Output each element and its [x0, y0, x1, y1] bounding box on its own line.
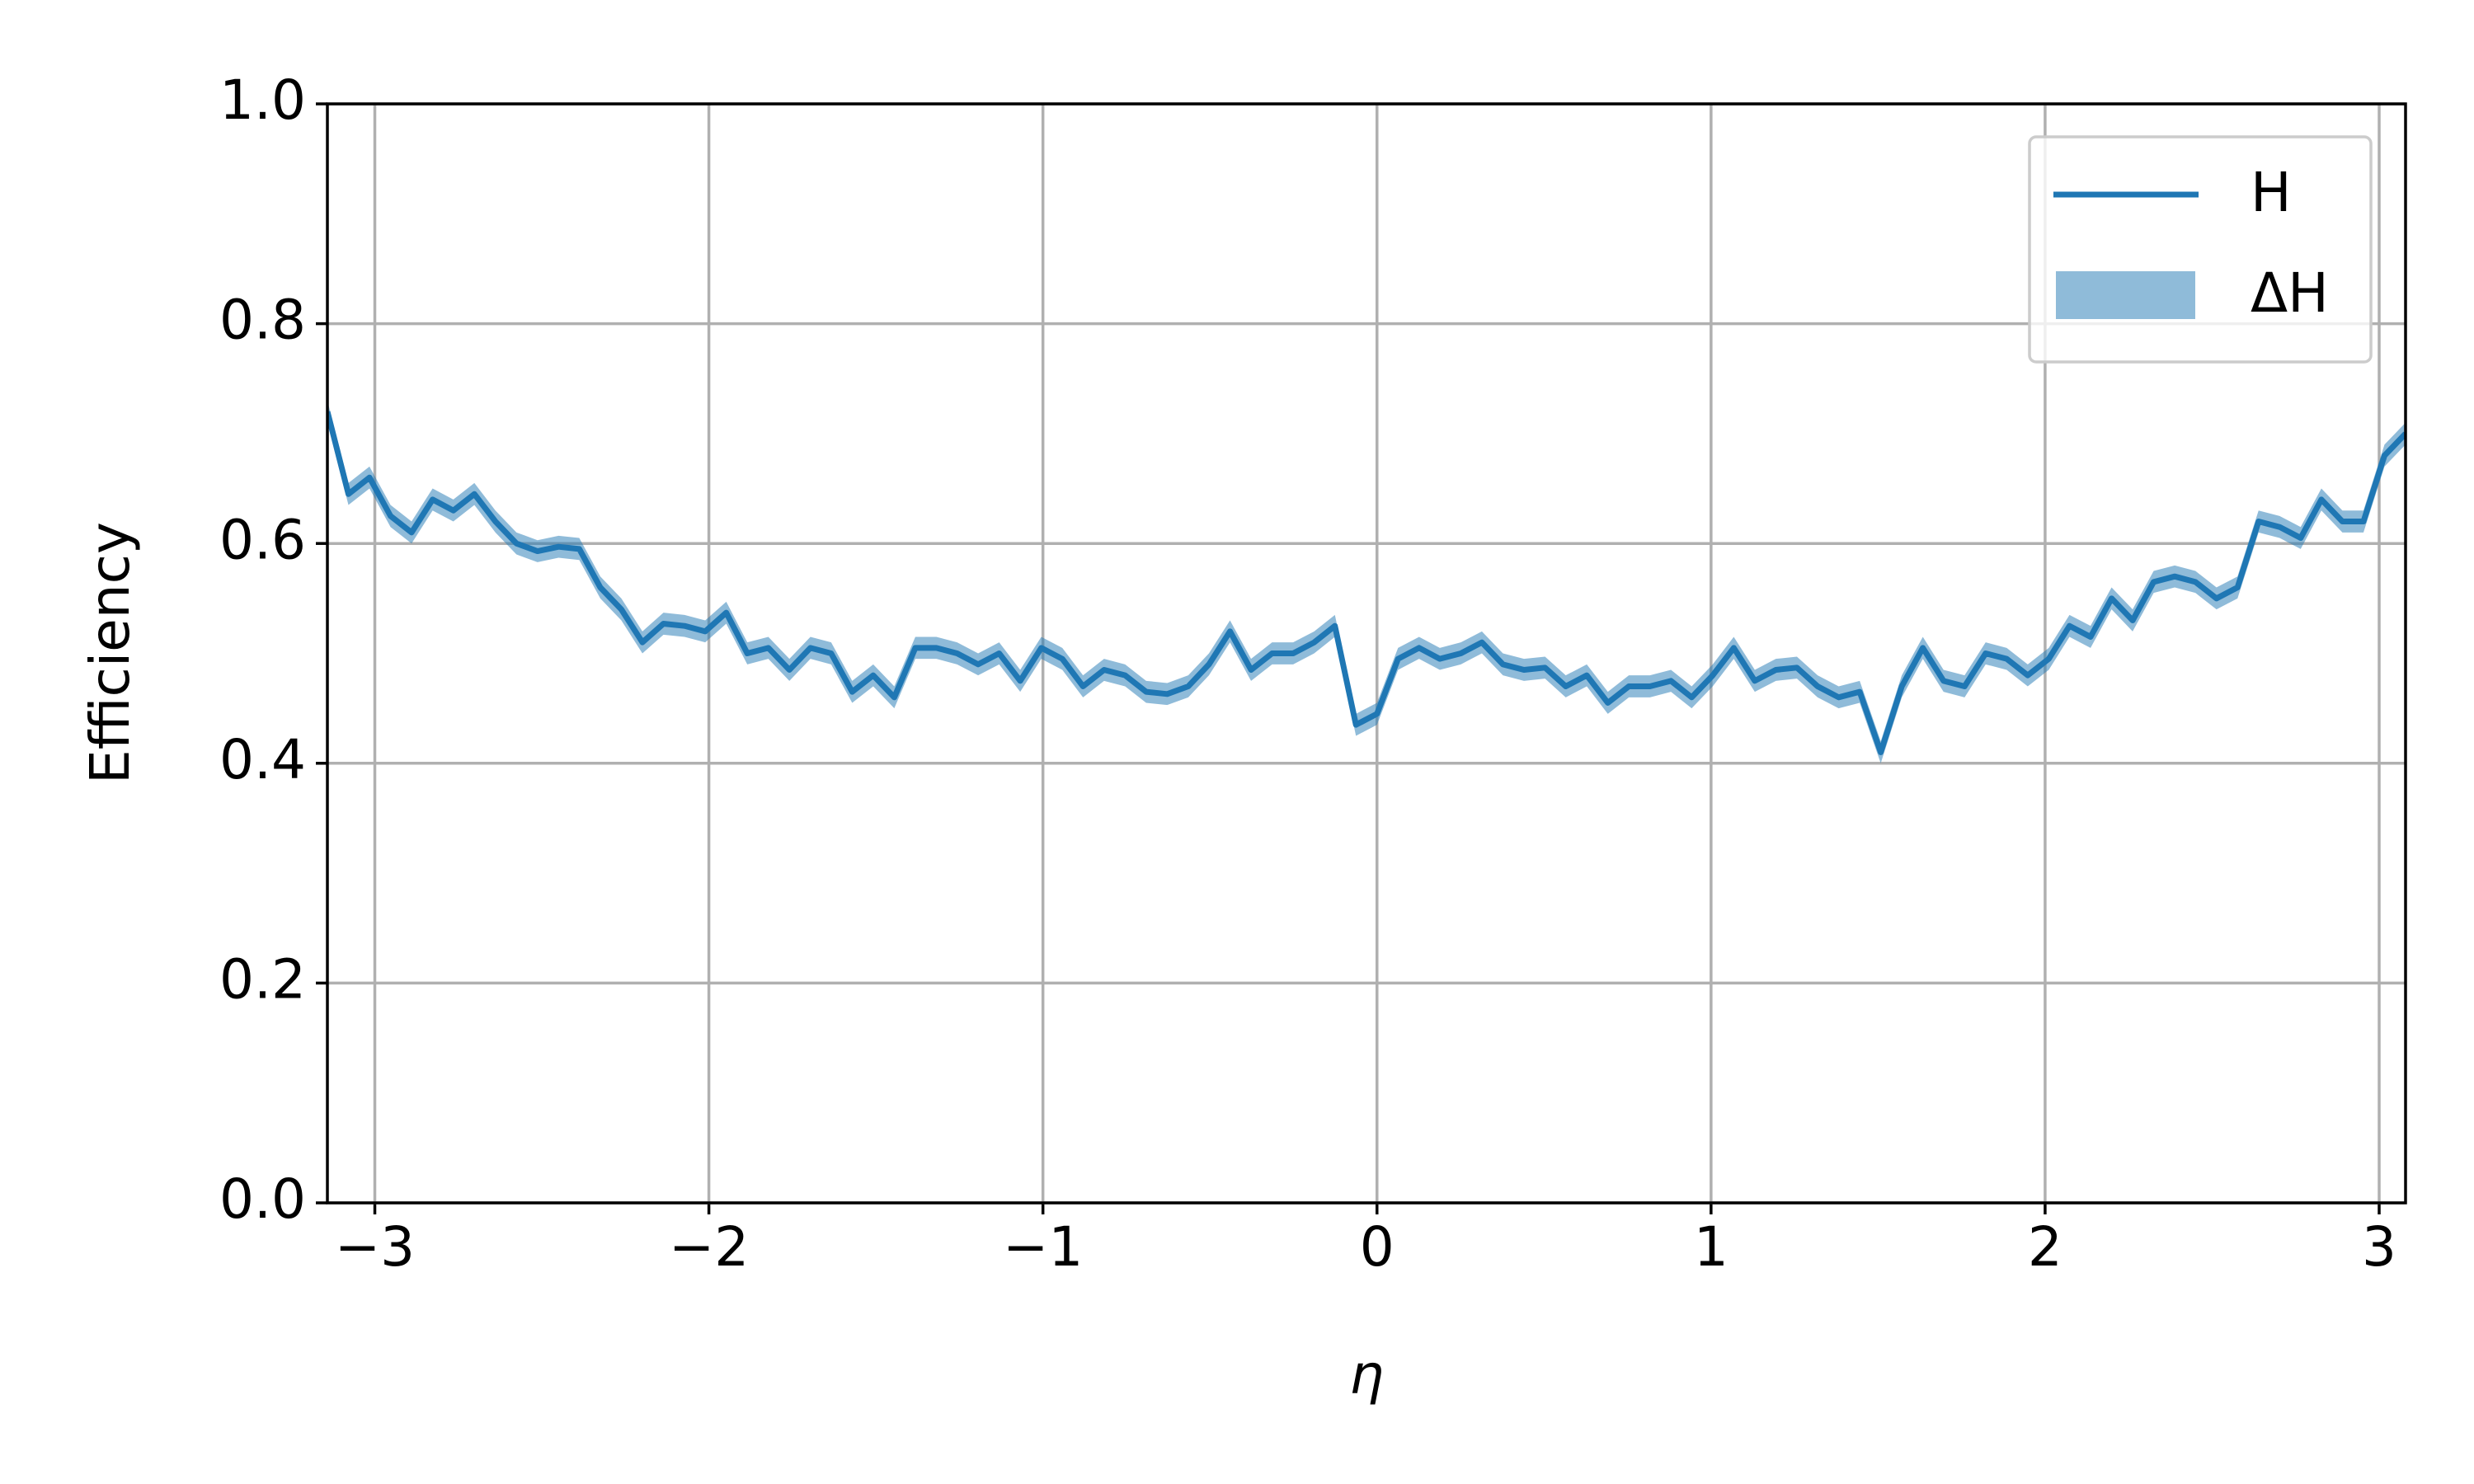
- y-tick-label: 0.8: [219, 289, 306, 352]
- legend-box: [2028, 135, 2373, 364]
- y-tick-label: 0.6: [219, 508, 306, 571]
- y-axis-label: Efficiency: [78, 522, 142, 784]
- x-tick-label: 0: [1360, 1215, 1395, 1279]
- legend-label: ΔH: [2251, 261, 2329, 325]
- x-axis-label: η: [1349, 1343, 1384, 1407]
- x-tick-label: −3: [335, 1215, 415, 1279]
- line: [327, 411, 2406, 755]
- x-tick-label: −1: [1003, 1215, 1083, 1279]
- y-tick-label: 0.4: [219, 728, 306, 791]
- y-tick-label: 1.0: [219, 68, 306, 132]
- y-tick-label: 0.2: [219, 947, 306, 1011]
- legend-label: H: [2251, 161, 2292, 224]
- x-tick-label: 1: [1694, 1215, 1729, 1279]
- error-band: [327, 400, 2406, 763]
- x-tick-label: −2: [669, 1215, 749, 1279]
- legend-patch: [2056, 271, 2195, 319]
- y-tick-label: 0.0: [219, 1167, 306, 1231]
- x-tick-label: 2: [2028, 1215, 2062, 1279]
- x-tick-label: 3: [2362, 1215, 2396, 1279]
- plot-frame: [326, 102, 2407, 1205]
